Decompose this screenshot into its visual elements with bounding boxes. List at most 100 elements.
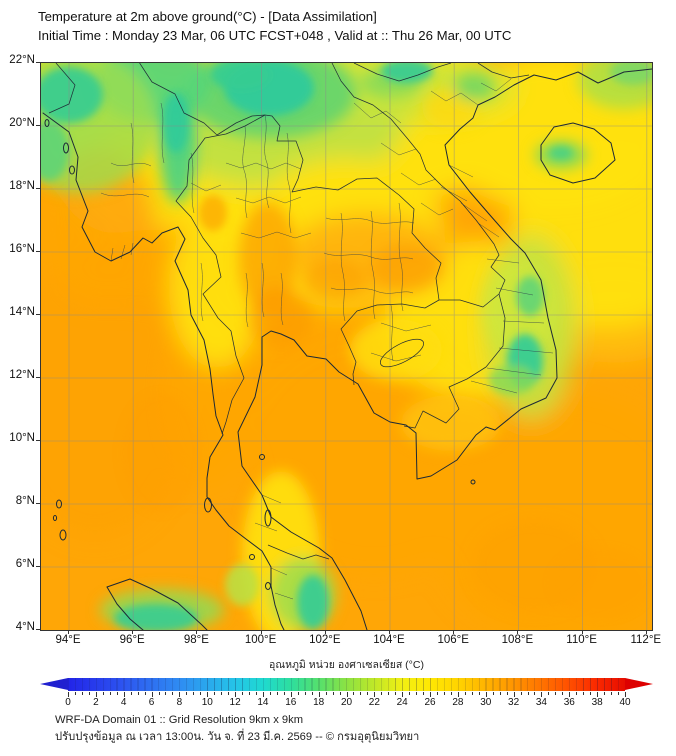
colorbar-minor-tick [416, 692, 418, 695]
colorbar-tick-label: 12 [229, 697, 241, 708]
colorbar-tick-label: 2 [93, 697, 99, 708]
lon-tick [68, 630, 69, 634]
colorbar-major-tick [457, 692, 459, 697]
colorbar-tick-label: 38 [591, 697, 603, 708]
colorbar [40, 678, 653, 691]
lat-tick [36, 251, 40, 252]
colorbar-minor-tick [297, 692, 299, 695]
colorbar-minor-tick [304, 692, 306, 695]
lat-tick [36, 377, 40, 378]
colorbar-minor-tick [74, 692, 76, 695]
lat-tick-label: 18°N [9, 180, 35, 192]
lon-tick [389, 630, 390, 634]
colorbar-minor-tick [193, 692, 195, 695]
colorbar-tick-label: 26 [424, 697, 436, 708]
colorbar-minor-tick [255, 692, 257, 695]
colorbar-major-tick [485, 692, 487, 697]
colorbar-minor-tick [381, 692, 383, 695]
colorbar-minor-tick [409, 692, 411, 695]
lon-tick [260, 630, 262, 634]
colorbar-left-arrow [40, 678, 68, 690]
colorbar-tick-label: 30 [480, 697, 492, 708]
colorbar-minor-tick [186, 692, 188, 695]
colorbar-major-tick [179, 692, 181, 697]
temperature-field-cores [41, 63, 652, 630]
colorbar-tick-label: 6 [148, 697, 155, 708]
colorbar-tick-label: 34 [535, 697, 547, 708]
colorbar-major-tick [207, 692, 209, 697]
country-borders [48, 63, 530, 560]
colorbar-tick-label: 28 [452, 697, 464, 708]
lon-tick-label: 102°E [309, 634, 341, 646]
colorbar-minor-tick [276, 692, 278, 695]
colorbar-minor-tick [172, 692, 174, 695]
colorbar-minor-tick [353, 692, 355, 695]
colorbar-minor-tick [492, 692, 494, 695]
map-plot [40, 62, 653, 631]
colorbar-right-arrow [625, 678, 653, 690]
colorbar-minor-tick [478, 692, 480, 695]
colorbar-tick-label: 18 [313, 697, 325, 708]
lat-tick-label: 6°N [15, 558, 35, 570]
lon-tick [196, 630, 198, 634]
lat-tick-label: 12°N [9, 369, 35, 381]
colorbar-minor-tick [450, 692, 452, 695]
colorbar-minor-tick [249, 692, 251, 695]
colorbar-minor-tick [269, 692, 271, 695]
footer-domain-info: WRF-DA Domain 01 :: Grid Resolution 9km … [55, 714, 304, 726]
colorbar-minor-tick [228, 692, 230, 695]
lat-tick-label: 14°N [9, 306, 35, 318]
colorbar-major-tick [430, 692, 432, 697]
colorbar-major-tick [541, 692, 543, 697]
lat-tick [36, 188, 40, 189]
colorbar-major-tick [123, 692, 125, 697]
colorbar-tick-label: 0 [65, 697, 71, 708]
colorbar-tick-label: 4 [120, 697, 127, 708]
lon-tick-label: 112°E [630, 634, 662, 646]
colorbar-minor-tick [283, 692, 285, 695]
lat-tick-label: 10°N [9, 432, 35, 444]
colorbar-tick-label: 14 [257, 697, 269, 708]
colorbar-tick-label: 24 [396, 697, 408, 708]
colorbar-tick-label: 32 [508, 697, 520, 708]
colorbar-minor-tick [214, 692, 216, 695]
colorbar-minor-tick [464, 692, 466, 695]
lon-tick-label: 94°E [55, 634, 81, 646]
colorbar-minor-tick [471, 692, 473, 695]
colorbar-minor-tick [443, 692, 445, 695]
colorbar-major-tick [151, 692, 153, 697]
colorbar-minor-tick [130, 692, 132, 695]
colorbar-minor-tick [102, 692, 104, 695]
colorbar-tick-label: 40 [619, 697, 631, 708]
lon-tick-label: 96°E [119, 634, 145, 646]
coastlines [42, 68, 652, 630]
colorbar-minor-tick [527, 692, 529, 695]
colorbar-tick-label: 36 [563, 697, 575, 708]
colorbar-minor-tick [423, 692, 425, 695]
colorbar-major-tick [68, 692, 69, 697]
lon-tick [132, 630, 134, 634]
temperature-map-canvas [41, 63, 652, 630]
colorbar-gradient [68, 678, 625, 691]
colorbar-minor-tick [576, 692, 578, 695]
lon-tick-label: 98°E [183, 634, 209, 646]
colorbar-major-tick [290, 692, 292, 697]
colorbar-minor-tick [388, 692, 390, 695]
lat-tick [36, 503, 40, 504]
colorbar-minor-tick [618, 692, 620, 695]
lon-tick-label: 104°E [373, 634, 405, 646]
colorbar-minor-tick [339, 692, 341, 695]
colorbar-minor-tick [520, 692, 522, 695]
colorbar-tick-label: 16 [285, 697, 297, 708]
lat-tick [36, 125, 40, 126]
map-subtitle: Initial Time : Monday 23 Mar, 06 UTC FCS… [38, 28, 512, 43]
colorbar-minor-tick [534, 692, 536, 695]
lat-tick-label: 22°N [9, 54, 35, 66]
lon-tick-label: 100°E [244, 634, 277, 646]
lon-tick [645, 630, 647, 634]
colorbar-minor-tick [611, 692, 613, 695]
lon-tick-label: 110°E [566, 634, 597, 646]
colorbar-tick-label: 20 [340, 697, 353, 708]
colorbar-major-tick [597, 692, 599, 697]
